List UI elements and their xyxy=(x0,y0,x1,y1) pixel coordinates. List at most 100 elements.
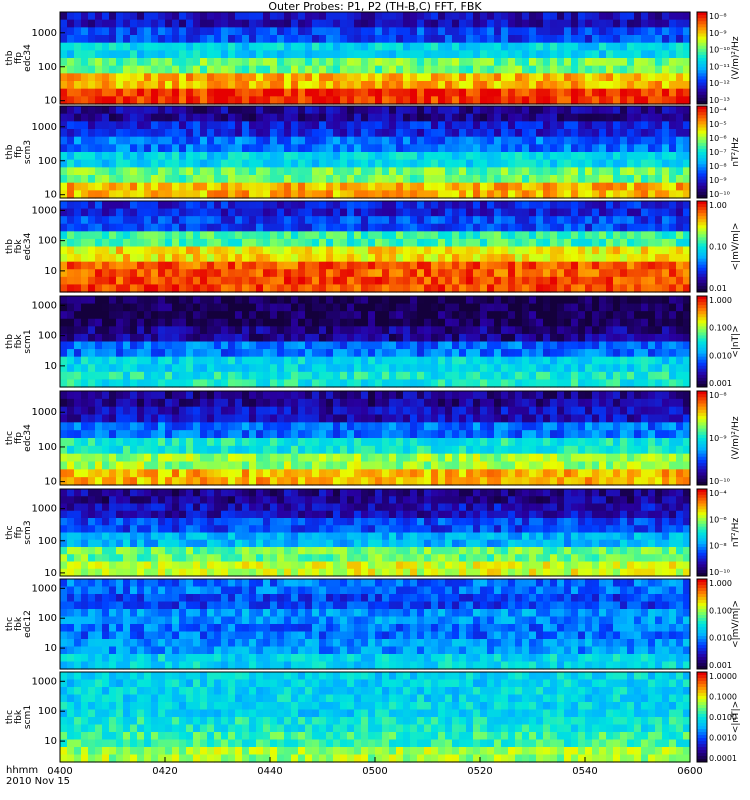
spectrogram-cell xyxy=(585,159,593,168)
spectrogram-cell xyxy=(277,152,285,161)
spectrogram-cell xyxy=(585,371,593,381)
spectrogram-cell xyxy=(375,254,383,263)
spectrogram-cell xyxy=(200,12,208,21)
spectrogram-cell xyxy=(662,223,670,232)
spectrogram-cell xyxy=(578,81,586,90)
spectrogram-cell xyxy=(137,461,145,470)
spectrogram-cell xyxy=(473,129,481,138)
spectrogram-cell xyxy=(361,152,369,161)
spectrogram-cell xyxy=(137,311,145,320)
spectrogram-cell xyxy=(158,216,166,225)
spectrogram-cell xyxy=(501,129,509,138)
spectrogram-cell xyxy=(109,284,117,293)
spectrogram-panel-4 xyxy=(59,295,691,388)
spectrogram-cell xyxy=(214,58,222,67)
spectrogram-cell xyxy=(347,152,355,161)
spectrogram-cell xyxy=(683,276,691,286)
spectrogram-cell xyxy=(249,65,257,74)
spectrogram-cell xyxy=(382,341,390,350)
spectrogram-cell xyxy=(130,461,138,470)
spectrogram-cell xyxy=(599,175,607,184)
spectrogram-cell xyxy=(207,326,215,335)
spectrogram-cell xyxy=(662,190,670,199)
spectrogram-cell xyxy=(109,333,117,343)
spectrogram-cell xyxy=(354,50,362,59)
spectrogram-cell xyxy=(354,152,362,161)
spectrogram-cell xyxy=(277,398,285,408)
spectrogram-cell xyxy=(193,445,201,455)
spectrogram-cell xyxy=(326,65,334,74)
spectrogram-cell xyxy=(81,136,89,145)
spectrogram-cell xyxy=(578,356,586,365)
spectrogram-cell xyxy=(522,311,530,320)
spectrogram-cell xyxy=(186,208,194,217)
spectrogram-cell xyxy=(473,201,481,210)
spectrogram-cell xyxy=(585,296,593,305)
spectrogram-cell xyxy=(585,19,593,28)
spectrogram-cell xyxy=(214,144,222,153)
spectrogram-cell xyxy=(249,12,257,21)
spectrogram-cell xyxy=(606,96,614,105)
spectrogram-cell xyxy=(592,73,600,82)
spectrogram-cell xyxy=(431,379,439,388)
spectrogram-cell xyxy=(172,311,180,320)
spectrogram-cell xyxy=(431,19,439,28)
spectrogram-cell xyxy=(158,81,166,90)
spectrogram-cell xyxy=(67,65,75,74)
spectrogram-cell xyxy=(522,223,530,232)
spectrogram-cell xyxy=(256,477,264,486)
spectrogram-cell xyxy=(298,201,306,210)
spectrogram-cell xyxy=(305,246,313,255)
spectrogram-cell xyxy=(291,469,299,478)
spectrogram-cell xyxy=(319,223,327,232)
spectrogram-cell xyxy=(669,159,677,168)
spectrogram-cell xyxy=(102,27,110,36)
spectrogram-cell xyxy=(172,461,180,470)
spectrogram-cell xyxy=(228,341,236,350)
spectrogram-cell xyxy=(662,182,670,191)
spectrogram-cell xyxy=(508,106,516,115)
spectrogram-cell xyxy=(641,113,649,122)
spectrogram-cell xyxy=(410,356,418,365)
spectrogram-cell xyxy=(74,246,82,255)
spectrogram-cell xyxy=(277,356,285,365)
spectrogram-cell xyxy=(522,35,530,44)
spectrogram-cell xyxy=(158,190,166,199)
spectrogram-cell xyxy=(347,58,355,67)
spectrogram-cell xyxy=(382,182,390,191)
spectrogram-cell xyxy=(137,136,145,145)
spectrogram-cell xyxy=(522,333,530,343)
spectrogram-cell xyxy=(151,333,159,343)
spectrogram-cell xyxy=(284,42,292,51)
spectrogram-cell xyxy=(389,223,397,232)
spectrogram-cell xyxy=(333,422,341,431)
spectrogram-cell xyxy=(515,58,523,67)
spectrogram-cell xyxy=(263,167,271,176)
spectrogram-cell xyxy=(74,121,82,130)
spectrogram-cell xyxy=(487,73,495,82)
spectrogram-cell xyxy=(340,182,348,191)
colorbar-step xyxy=(697,45,707,50)
spectrogram-cell xyxy=(256,318,264,327)
spectrogram-cell xyxy=(347,175,355,184)
spectrogram-cell xyxy=(382,296,390,305)
spectrogram-cell xyxy=(109,430,117,439)
spectrogram-cell xyxy=(648,19,656,28)
spectrogram-cell xyxy=(186,27,194,36)
spectrogram-cell xyxy=(291,430,299,439)
spectrogram-cell xyxy=(676,129,684,138)
spectrogram-cell xyxy=(515,19,523,28)
spectrogram-cell xyxy=(333,159,341,168)
spectrogram-cell xyxy=(361,356,369,365)
spectrogram-cell xyxy=(683,216,691,225)
spectrogram-cell xyxy=(620,269,628,278)
spectrogram-cell xyxy=(529,326,537,335)
spectrogram-cell xyxy=(242,113,250,122)
spectrogram-cell xyxy=(340,364,348,373)
spectrogram-cell xyxy=(333,246,341,255)
spectrogram-cell xyxy=(564,231,572,240)
spectrogram-cell xyxy=(179,430,187,439)
spectrogram-cell xyxy=(319,371,327,381)
spectrogram-cell xyxy=(123,35,131,44)
spectrogram-cell xyxy=(501,349,509,358)
